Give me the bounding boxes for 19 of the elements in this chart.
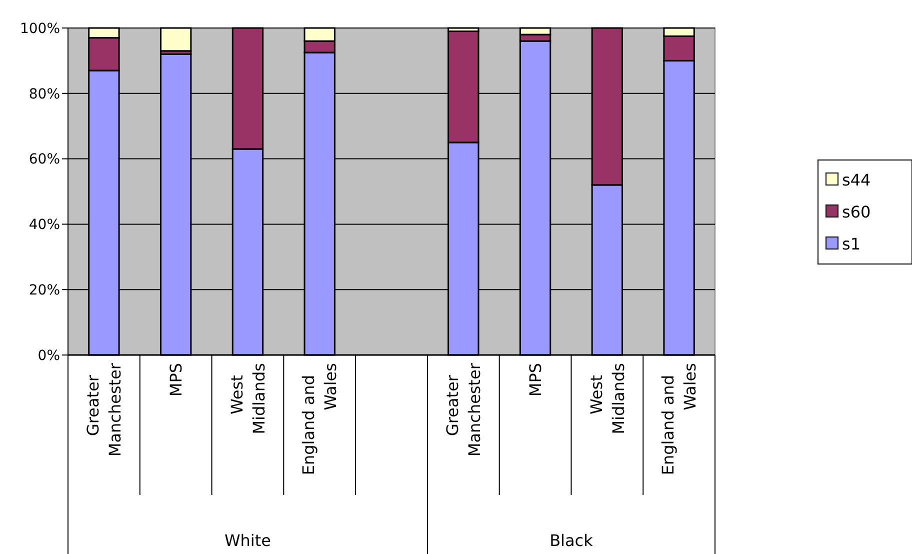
legend-label: s60 xyxy=(842,202,871,222)
y-tick-label: 0% xyxy=(38,348,60,364)
x-tick-label: Greater Manchester xyxy=(442,362,484,457)
legend-label: s1 xyxy=(842,234,861,254)
x-tick-label: West Midlands xyxy=(227,363,268,434)
y-tick-label: 100% xyxy=(20,20,60,37)
x-tick-label: MPS xyxy=(166,363,186,397)
text: Black xyxy=(550,531,594,550)
x-tick-label: Greater Manchester xyxy=(84,362,125,457)
text: White xyxy=(224,531,271,550)
y-tick-label: 40% xyxy=(28,217,60,234)
x-tick-label: England and Wales xyxy=(658,363,700,476)
legend-label: s44 xyxy=(842,170,871,190)
x-tick-label: West Midlands xyxy=(586,363,628,434)
y-tick-label: 80% xyxy=(28,86,60,102)
y-tick-label: 60% xyxy=(28,152,60,168)
x-tick-label: MPS xyxy=(526,363,545,397)
x-tick-label: England and Wales xyxy=(299,363,340,476)
y-tick-label: 20% xyxy=(28,282,60,298)
